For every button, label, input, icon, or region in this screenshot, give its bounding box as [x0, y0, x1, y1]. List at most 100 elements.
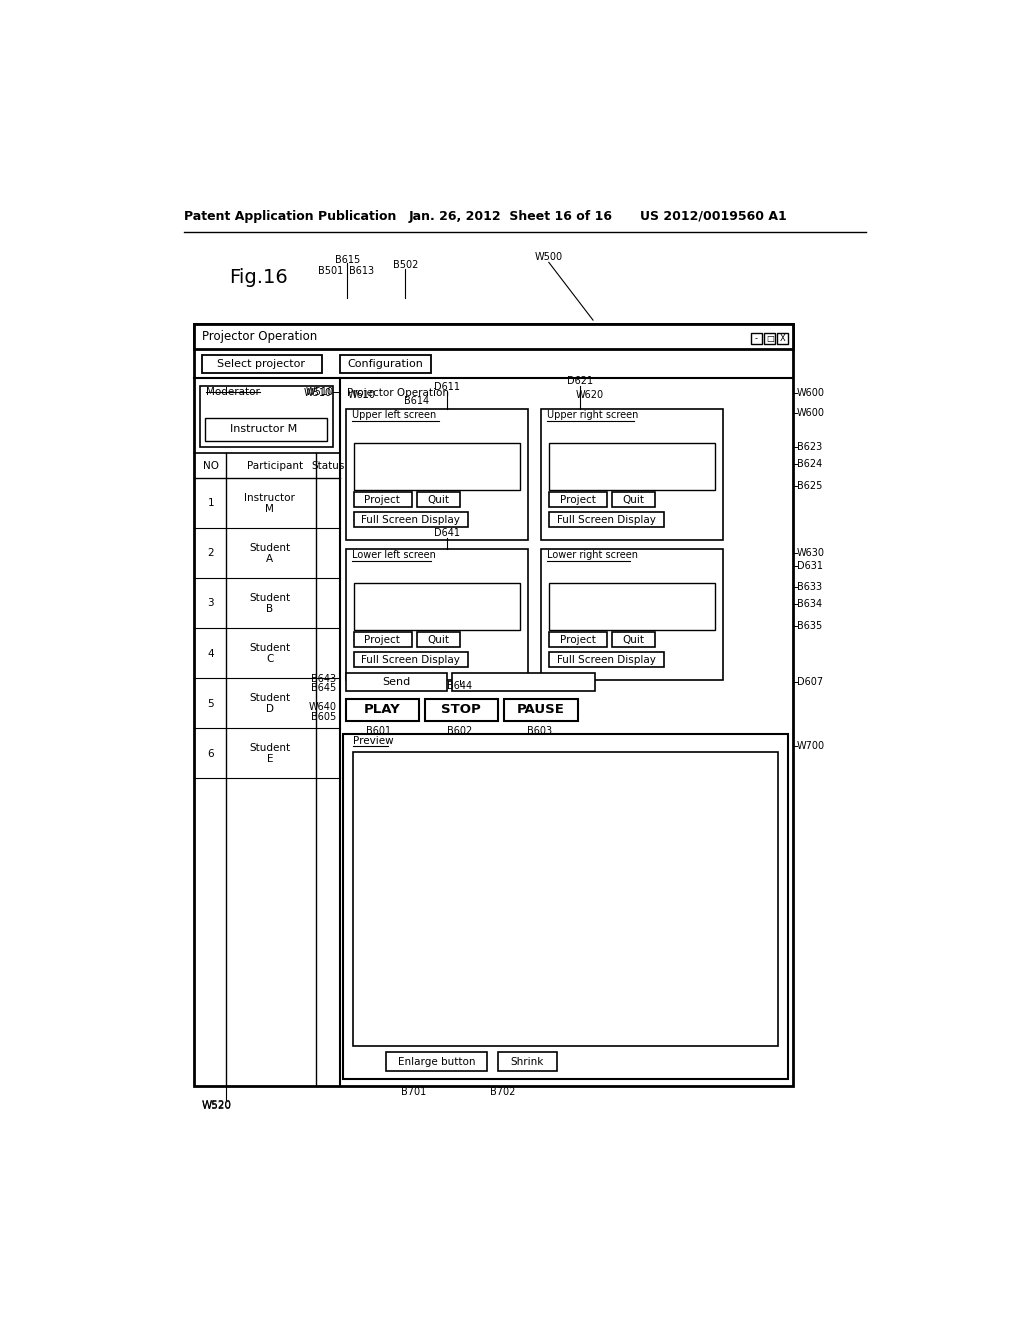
Text: B501: B501 [318, 265, 343, 276]
Text: B615: B615 [335, 255, 360, 265]
Text: 3: 3 [208, 598, 214, 609]
Bar [549, 512, 664, 527]
Text: □: □ [766, 334, 774, 343]
Bar [346, 673, 446, 692]
Text: Student
C: Student C [249, 643, 291, 664]
Text: W510: W510 [305, 388, 334, 397]
Text: Full Screen Display: Full Screen Display [557, 515, 655, 524]
Text: D631: D631 [797, 561, 823, 570]
Bar [353, 492, 412, 507]
Text: W610: W610 [347, 389, 376, 400]
Bar [549, 652, 664, 668]
Text: 2: 2 [208, 548, 214, 558]
Text: B613: B613 [349, 265, 374, 276]
Bar [541, 549, 723, 680]
Text: PAUSE: PAUSE [516, 704, 564, 717]
Bar [549, 444, 716, 490]
Text: Send: Send [382, 677, 411, 686]
Bar [352, 752, 778, 1047]
Text: W510: W510 [304, 388, 332, 399]
Text: B643: B643 [311, 675, 337, 684]
Text: Projector Operation: Projector Operation [202, 330, 316, 343]
Text: B601: B601 [366, 726, 391, 737]
Bar [751, 333, 762, 345]
Text: Lower right screen: Lower right screen [547, 550, 638, 560]
Text: D611: D611 [433, 381, 460, 392]
Text: Project: Project [559, 635, 595, 644]
Bar [764, 333, 775, 345]
Text: Participant: Participant [247, 461, 303, 471]
Bar [194, 323, 793, 1086]
Text: Full Screen Display: Full Screen Display [361, 515, 461, 524]
Text: Patent Application Publication: Patent Application Publication [183, 210, 396, 223]
Text: Student
D: Student D [249, 693, 291, 714]
Bar [549, 492, 607, 507]
Text: B633: B633 [797, 582, 822, 593]
Bar [340, 355, 431, 374]
Bar [417, 492, 460, 507]
Bar [353, 652, 468, 668]
Bar [612, 492, 655, 507]
Text: B644: B644 [447, 681, 472, 690]
Text: Preview: Preview [352, 735, 393, 746]
Bar [343, 734, 787, 1078]
Text: Status: Status [311, 461, 345, 471]
Text: Upper left screen: Upper left screen [352, 409, 436, 420]
Text: B603: B603 [527, 726, 552, 737]
Bar [504, 700, 578, 721]
Text: Enlarge button: Enlarge button [397, 1056, 475, 1067]
Text: Project: Project [365, 635, 400, 644]
Bar [541, 409, 723, 540]
Bar [549, 583, 716, 630]
Bar [452, 673, 595, 692]
Text: 4: 4 [208, 648, 214, 659]
Text: Moderator: Moderator [206, 387, 260, 397]
Text: D641: D641 [433, 528, 460, 539]
Text: Instructor
M: Instructor M [245, 492, 295, 515]
Text: B602: B602 [447, 726, 472, 737]
Text: B614: B614 [403, 396, 429, 407]
Text: Instructor M: Instructor M [230, 425, 297, 434]
Text: Quit: Quit [427, 635, 449, 644]
Bar [549, 632, 607, 647]
Text: D621: D621 [566, 376, 593, 385]
Text: B502: B502 [393, 260, 418, 269]
Text: -: - [755, 334, 758, 343]
Bar [417, 632, 460, 647]
Text: W520: W520 [202, 1101, 232, 1111]
Text: Lower left screen: Lower left screen [352, 550, 436, 560]
Text: W620: W620 [575, 389, 604, 400]
Text: Projector Operation: Projector Operation [347, 388, 450, 399]
Text: Student
E: Student E [249, 743, 291, 764]
Text: Jan. 26, 2012  Sheet 16 of 16: Jan. 26, 2012 Sheet 16 of 16 [409, 210, 612, 223]
Text: B605: B605 [311, 711, 337, 722]
Bar [346, 700, 420, 721]
Bar [346, 549, 528, 680]
Bar [777, 333, 788, 345]
Text: Configuration: Configuration [347, 359, 423, 370]
Text: W640: W640 [308, 702, 337, 711]
Text: B624: B624 [797, 459, 822, 469]
Text: X: X [780, 334, 785, 343]
Text: STOP: STOP [441, 704, 481, 717]
Text: Full Screen Display: Full Screen Display [361, 655, 461, 665]
Bar [353, 444, 520, 490]
Text: B625: B625 [797, 480, 822, 491]
Bar [194, 323, 793, 348]
Text: Quit: Quit [623, 635, 644, 644]
Text: W600: W600 [797, 388, 824, 399]
Bar [353, 583, 520, 630]
Bar [346, 409, 528, 540]
Bar [499, 1052, 557, 1071]
Text: B634: B634 [797, 599, 822, 610]
Text: US 2012/0019560 A1: US 2012/0019560 A1 [640, 210, 786, 223]
Text: 1: 1 [208, 499, 214, 508]
Text: Upper right screen: Upper right screen [547, 409, 639, 420]
Text: B645: B645 [311, 684, 337, 693]
Text: 6: 6 [208, 748, 214, 759]
Text: 5: 5 [208, 698, 214, 709]
Text: W630: W630 [797, 548, 824, 557]
Bar [353, 512, 468, 527]
Text: B623: B623 [797, 442, 822, 453]
Bar [353, 632, 412, 647]
